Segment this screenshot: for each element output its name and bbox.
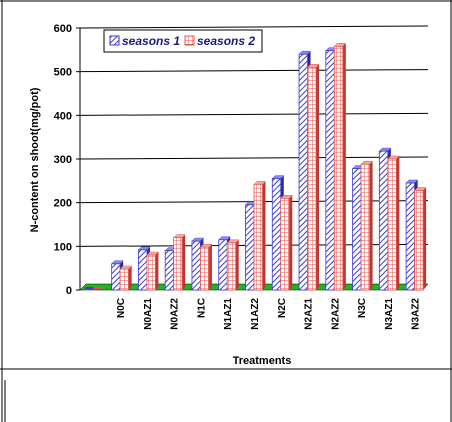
legend-label-series-1: seasons 1 <box>122 34 180 48</box>
legend: seasons 1 seasons 2 <box>103 29 263 53</box>
bar-seasons-2 <box>93 287 102 289</box>
bar-side-face <box>396 156 400 290</box>
x-category-label: N3AZ2 <box>411 298 422 330</box>
bar-seasons-1 <box>298 53 308 291</box>
bar-seasons-1 <box>218 239 228 291</box>
bar-seasons-1 <box>191 240 201 291</box>
bar-seasons-2 <box>414 190 424 291</box>
x-category-label: N3AZ1 <box>384 298 395 330</box>
y-tick-label: 100 <box>54 241 72 253</box>
x-category-label: N0AZ2 <box>170 298 181 330</box>
legend-swatch-series-2 <box>184 35 195 46</box>
bar-side-face <box>262 181 266 290</box>
bar-seasons-1 <box>378 150 389 291</box>
x-category-label: N1C <box>196 298 207 318</box>
gridline <box>79 25 429 29</box>
bar-seasons-1 <box>352 168 362 291</box>
y-tick-label: 500 <box>54 67 72 79</box>
bar-seasons-2 <box>226 242 237 291</box>
bar-seasons-1 <box>325 50 335 291</box>
bar-side-face <box>369 161 373 290</box>
x-category-label: N3C <box>357 298 368 318</box>
x-category-label: N2AZ2 <box>330 298 341 330</box>
bar-side-face <box>342 43 346 291</box>
bar-side-face <box>155 252 159 290</box>
bar-seasons-2 <box>280 197 290 291</box>
bar-seasons-2 <box>200 246 210 291</box>
legend-label-series-2: seasons 2 <box>197 34 255 48</box>
legend-box <box>103 29 263 53</box>
bar-side-face <box>235 239 239 290</box>
bar-seasons-2 <box>307 66 317 291</box>
bars <box>84 43 427 291</box>
bar-side-face <box>182 234 186 290</box>
x-category-label: N0AZ1 <box>143 298 154 330</box>
x-axis-categories: N0C N0AZ1 N0AZ2 N1C N1AZ1 N1AZ2 N2C N2AZ1 N2AZ2 N… <box>116 298 421 330</box>
y-axis-ticks: 0 100 200 300 400 500 600 <box>54 23 80 297</box>
y-tick-label: 400 <box>54 110 72 122</box>
gridline <box>79 156 429 160</box>
bar-side-face <box>423 187 427 290</box>
bar-side-face <box>208 244 212 290</box>
bar-seasons-2 <box>119 268 130 291</box>
bar-side-face <box>316 64 320 290</box>
bar-seasons-1 <box>271 178 282 291</box>
gridline <box>79 112 429 116</box>
x-category-label: N1AZ1 <box>223 298 234 330</box>
bar-seasons-2 <box>146 254 156 291</box>
bar-seasons-1 <box>84 287 94 289</box>
x-category-label: N2C <box>277 298 288 318</box>
bar-seasons-1 <box>405 182 416 291</box>
legend-swatch-series-1 <box>109 35 120 46</box>
x-category-label: N1AZ2 <box>250 298 261 330</box>
bar-seasons-1 <box>138 249 148 291</box>
bar-seasons-2 <box>253 183 263 291</box>
bar-seasons-2 <box>333 45 344 291</box>
x-category-label: N0C <box>116 298 127 318</box>
y-tick-label: 300 <box>54 154 72 166</box>
y-tick-label: 600 <box>54 23 72 35</box>
bar-side-face <box>289 195 293 290</box>
y-tick-label: 200 <box>54 198 72 210</box>
gridline <box>79 69 429 73</box>
bar-seasons-1 <box>111 263 121 291</box>
x-category-label: N2AZ1 <box>304 298 315 330</box>
x-axis-title: Treatments <box>233 355 292 367</box>
bar-side-face <box>128 266 132 290</box>
bar-seasons-2 <box>173 237 183 291</box>
y-axis-title: N-content on shoot(mg/pot) <box>29 87 41 232</box>
bar-seasons-1 <box>164 250 175 291</box>
y-tick-label: 0 <box>66 285 72 297</box>
bar-seasons-1 <box>245 204 255 291</box>
bar-seasons-2 <box>387 158 397 291</box>
bar-seasons-2 <box>360 163 370 291</box>
